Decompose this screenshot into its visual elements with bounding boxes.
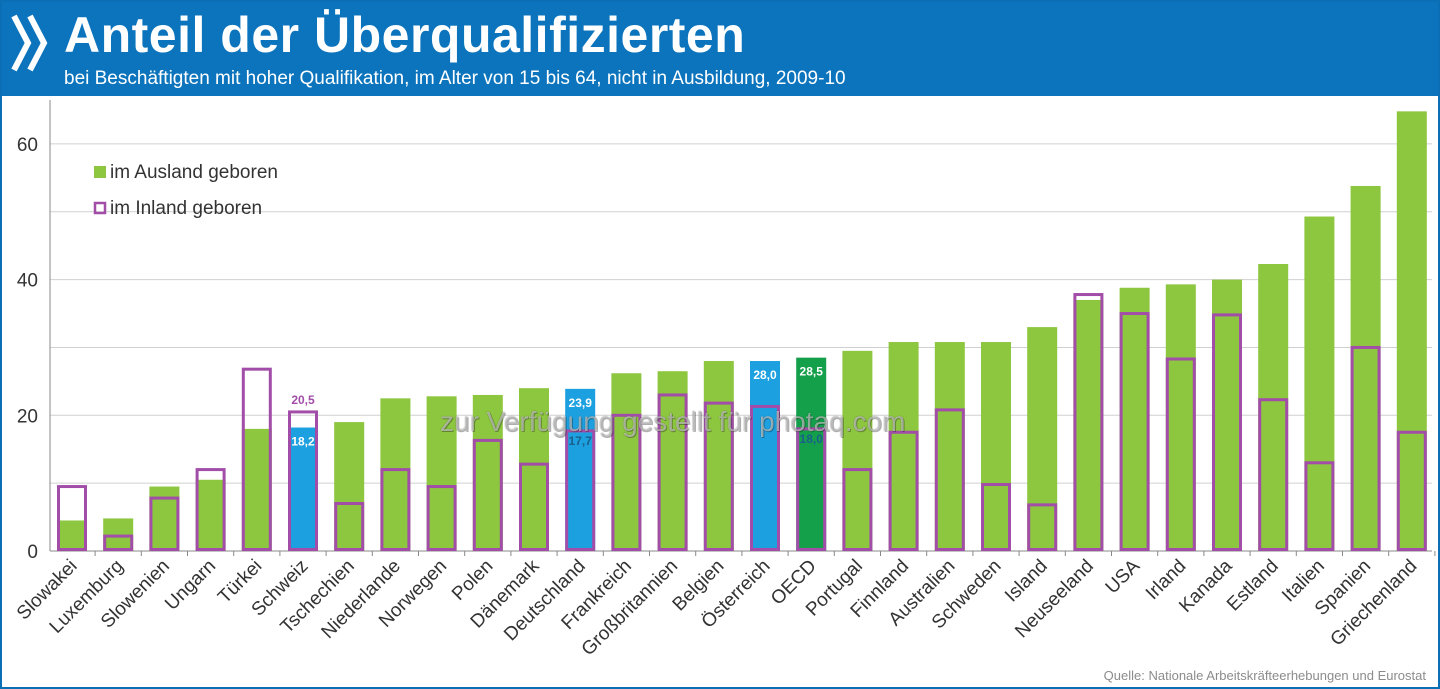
bar-native-born [519,462,549,551]
data-label: 17,7 [569,434,593,448]
x-category-label: USA [1102,555,1145,598]
bar-native-born [611,413,642,551]
bar-foreign-born [1350,185,1381,552]
bar-native-born [1304,461,1335,551]
data-label: 28,0 [753,368,777,382]
bar-native-born [888,430,919,551]
bar-foreign-born [565,388,596,551]
bar-foreign-born [241,428,272,551]
bar-native-born [288,410,318,551]
bar-foreign-born [380,398,411,551]
bar-foreign-born [842,350,873,551]
bar-foreign-born [519,388,549,551]
data-label: 18,2 [291,435,315,449]
source-note: Quelle: Nationale Arbeitskräfteerhebunge… [1103,668,1426,683]
bar-native-born [750,404,780,552]
bar-native-born [1027,503,1058,552]
bar-native-born [1212,313,1242,551]
data-label: 28,5 [800,365,824,379]
chart-title: Anteil der Überqualifizierten [64,7,746,63]
y-tick-label: 20 [17,406,38,427]
bar-foreign-born [1073,299,1104,551]
bar-native-born [1073,293,1104,551]
bar-native-born [657,393,688,552]
legend-swatch-native [93,201,107,215]
header-bar: Anteil der Überqualifizierten bei Beschä… [2,2,1438,96]
legend-label-foreign: im Ausland geboren [110,162,278,183]
bar-foreign-born [981,342,1011,551]
y-tick-label: 40 [17,271,38,292]
bar-foreign-born [57,520,87,551]
data-label: 23,9 [569,396,593,410]
bar-native-born [241,367,272,551]
bar-foreign-born [934,342,965,551]
bar-native-born [472,438,503,551]
bar-native-born [934,408,965,551]
bar-foreign-born [703,361,734,551]
bar-foreign-born [1304,216,1335,551]
bar-foreign-born [426,396,457,551]
bar-foreign-born [1212,279,1242,551]
bar-foreign-born [657,371,688,551]
data-label: 20,5 [291,393,315,407]
bar-native-born [796,427,827,551]
bar-native-born [195,468,226,552]
double-chevron-icon [11,14,48,72]
bar-native-born [149,496,180,551]
bar-native-born [57,485,87,551]
bar-foreign-born [1396,111,1427,551]
bar-foreign-born [149,486,180,551]
bar-native-born [703,401,734,552]
chart-subtitle: bei Beschäftigten mit hoher Qualifikatio… [64,68,846,89]
bar-foreign-born [750,361,780,551]
bar-native-born [981,483,1011,551]
bar-native-born [1119,312,1150,551]
x-category-label: Kanada [1175,555,1236,616]
x-category-label: Estland [1223,556,1283,616]
bar-native-born [380,468,411,552]
bar-native-born [1165,357,1196,551]
bar-native-born [1396,430,1427,551]
bar-native-born [1258,398,1289,551]
y-tick-label: 60 [17,135,38,156]
bar-foreign-born [796,357,827,551]
bar-foreign-born [888,342,919,551]
bar-native-born [565,429,596,551]
bar-native-born [334,502,365,551]
bar-foreign-born [611,373,642,551]
watermark-text: zur Verfügung gestellt für photaq.com [440,406,906,437]
bar-foreign-born [288,427,318,551]
bar-foreign-born [1119,287,1150,551]
bar-foreign-born [1027,327,1058,551]
bar-foreign-born [1165,284,1196,551]
bar-foreign-born [1258,264,1289,551]
x-category-label: Ungarn [161,556,220,615]
bar-native-born [1350,345,1381,552]
bar-native-born [426,485,457,551]
bar-foreign-born [472,394,503,551]
bar-foreign-born [195,479,226,551]
bar-foreign-born [334,422,365,551]
data-label: 18,0 [800,432,824,446]
y-tick-label: 0 [27,542,38,563]
legend-label-native: im Inland geboren [110,198,262,219]
bar-native-born [842,468,873,552]
legend-swatch-foreign [94,166,106,178]
bar-native-born [103,534,134,552]
